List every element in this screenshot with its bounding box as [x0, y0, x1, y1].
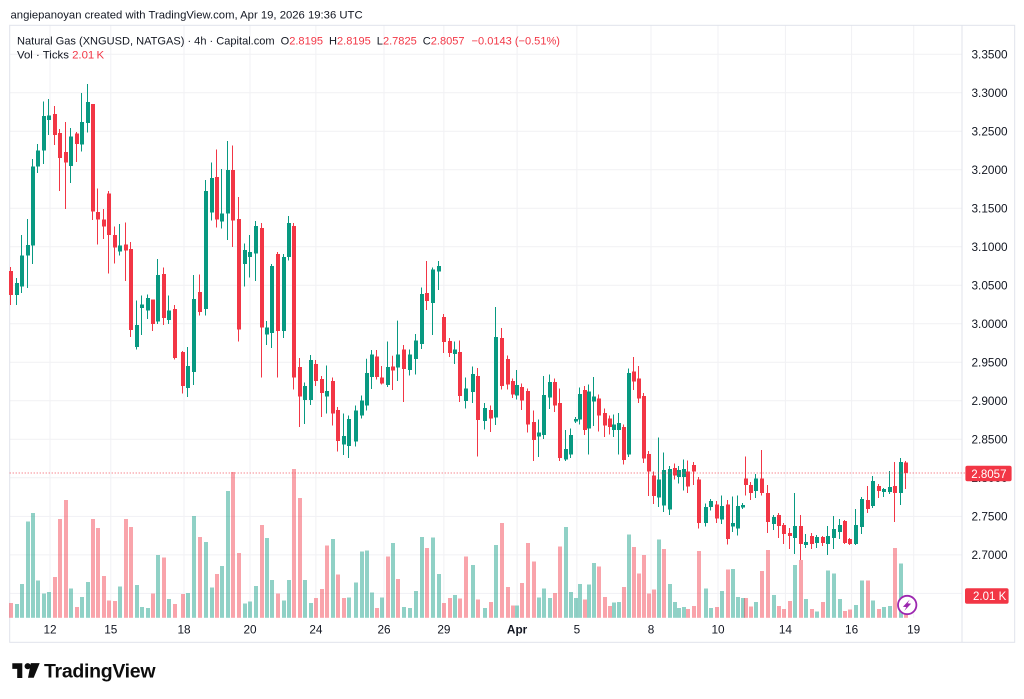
svg-text:2.7500: 2.7500 — [972, 510, 1009, 524]
svg-text:3.0500: 3.0500 — [972, 279, 1009, 293]
svg-text:2.7000: 2.7000 — [972, 548, 1009, 562]
svg-text:29: 29 — [437, 623, 450, 637]
svg-text:3.2500: 3.2500 — [972, 124, 1009, 138]
svg-text:20: 20 — [243, 623, 257, 637]
svg-text:3.0000: 3.0000 — [972, 317, 1009, 331]
svg-text:10: 10 — [711, 623, 725, 637]
svg-text:3.1000: 3.1000 — [972, 240, 1009, 254]
svg-text:3.1500: 3.1500 — [972, 202, 1009, 216]
svg-text:Natural Gas (XNGUSD, NATGAS) ·: Natural Gas (XNGUSD, NATGAS) · 4h · Capi… — [17, 35, 560, 47]
svg-text:24: 24 — [309, 623, 323, 637]
svg-text:3.3000: 3.3000 — [972, 86, 1009, 100]
svg-text:2.8057: 2.8057 — [971, 469, 1006, 481]
svg-text:16: 16 — [845, 623, 859, 637]
svg-text:2.01 K: 2.01 K — [973, 591, 1007, 603]
svg-text:15: 15 — [104, 623, 118, 637]
svg-text:26: 26 — [377, 623, 391, 637]
svg-text:TradingView: TradingView — [44, 661, 156, 683]
svg-text:Apr: Apr — [507, 623, 528, 637]
svg-text:2.9500: 2.9500 — [972, 356, 1009, 370]
svg-text:18: 18 — [177, 623, 191, 637]
svg-text:12: 12 — [43, 623, 56, 637]
svg-text:2.8500: 2.8500 — [972, 433, 1009, 447]
svg-text:8: 8 — [648, 623, 655, 637]
svg-text:angiepanoyan created with Trad: angiepanoyan created with TradingView.co… — [11, 10, 363, 22]
svg-text:3.3500: 3.3500 — [972, 47, 1009, 61]
svg-text:14: 14 — [779, 623, 793, 637]
svg-text:2.9000: 2.9000 — [972, 394, 1009, 408]
svg-text:Vol · Ticks 2.01 K: Vol · Ticks 2.01 K — [17, 50, 105, 62]
svg-text:3.2000: 3.2000 — [972, 163, 1009, 177]
svg-text:5: 5 — [574, 623, 581, 637]
svg-text:19: 19 — [907, 623, 920, 637]
